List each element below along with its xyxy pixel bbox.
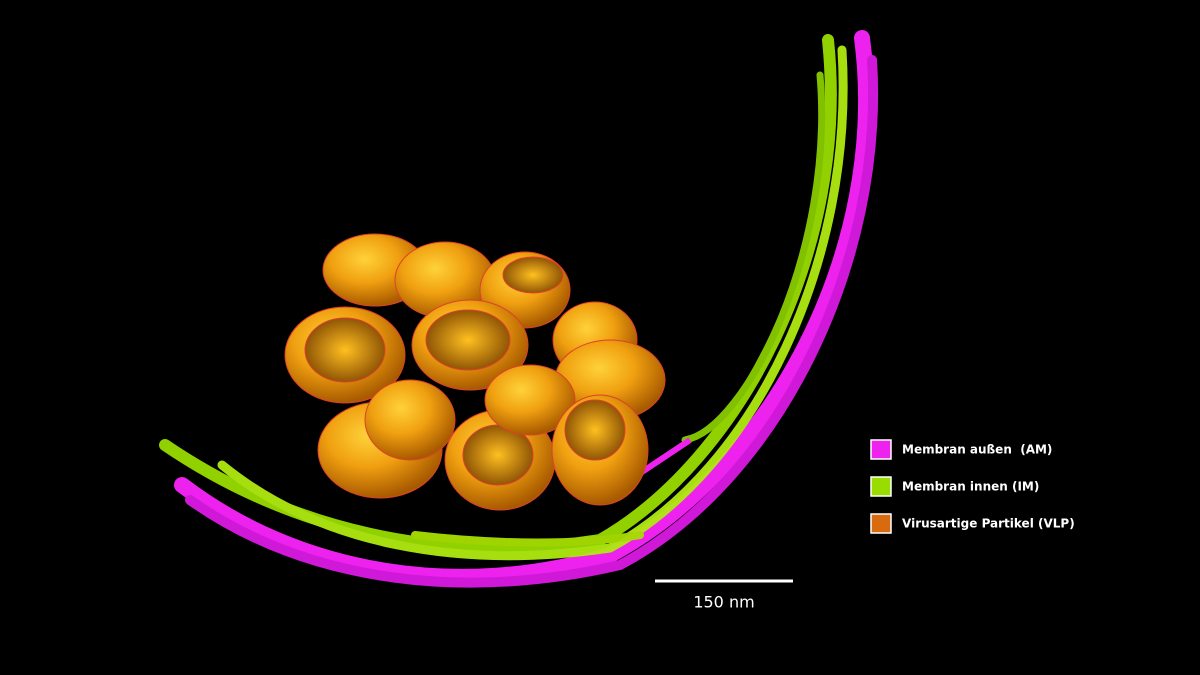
legend-swatch	[870, 513, 892, 534]
scale-label: 150 nm	[693, 593, 754, 612]
legend-label: Membran innen (IM)	[902, 480, 1039, 494]
vlp-cluster	[284, 233, 666, 511]
legend-swatch	[870, 439, 892, 460]
legend-label: Virusartige Partikel (VLP)	[902, 517, 1075, 531]
outer-membrane	[174, 30, 878, 588]
inner-membrane	[159, 34, 848, 561]
legend-swatch	[870, 476, 892, 497]
legend: Membran außen (AM) Membran innen (IM) Vi…	[870, 439, 1075, 534]
legend-label: Membran außen (AM)	[902, 443, 1052, 457]
